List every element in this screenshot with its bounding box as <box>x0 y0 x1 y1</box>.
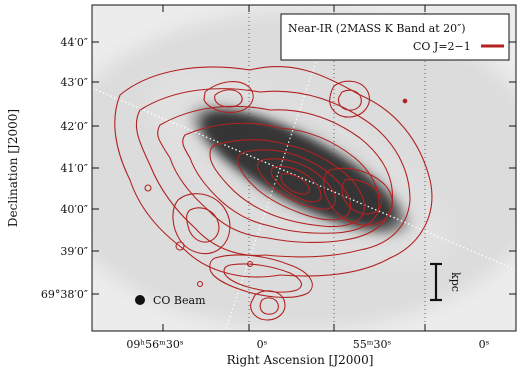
co-contour-3 <box>157 105 394 244</box>
co-contour-east-lobe <box>323 167 393 226</box>
co-contour-west-lobe-inner <box>186 207 220 243</box>
y-axis-title: Declination [J2000] <box>6 109 20 227</box>
co-contour-2 <box>135 88 411 258</box>
co-contour-8 <box>270 165 322 203</box>
co-beam-label: CO Beam <box>153 294 206 307</box>
x-tick-label-55-0: 0ˢ <box>479 338 490 351</box>
co-contour-west-lobe <box>172 193 231 255</box>
co-contour-7 <box>257 158 336 210</box>
x-tick-label-56-0: 0ˢ <box>257 338 268 351</box>
co-contour-south-blob <box>250 290 286 321</box>
legend-co-label: CO J=2−1 <box>413 40 471 53</box>
scale-bar <box>430 262 442 302</box>
legend-box <box>280 13 510 61</box>
co-beam-marker <box>135 295 145 305</box>
co-contour-speck-2 <box>175 241 185 251</box>
co-contour-north-arm <box>203 81 254 113</box>
co-contour-9 <box>280 173 310 195</box>
co-contour-speck-3 <box>196 280 204 288</box>
co-contours <box>114 65 433 321</box>
co-contour-speck-5 <box>246 260 254 268</box>
legend-nir-label: Near-IR (2MASS K Band at 20″) <box>288 22 466 35</box>
y-tick-label-43: 43′0″ <box>60 76 88 89</box>
co-contour-outer <box>114 65 433 278</box>
frame-ticks <box>92 5 516 331</box>
co-contour-5 <box>209 139 365 228</box>
co-contour-4 <box>182 122 380 234</box>
x-tick-label-56-30: 09ʰ56ᵐ30ˢ <box>126 338 183 351</box>
y-tick-label-38: 69°38′0″ <box>41 288 88 301</box>
co-contour-6 <box>237 149 352 221</box>
x-axis-title: Right Ascension [J2000] <box>227 353 374 367</box>
y-tick-label-41: 41′0″ <box>60 162 88 175</box>
co-contour-south-blob-inner <box>259 297 279 315</box>
y-tick-label-39: 39′0″ <box>60 245 88 258</box>
co-contour-ne-blob <box>329 80 370 118</box>
co-contour-south-1 <box>209 254 313 298</box>
y-tick-label-40: 40′0″ <box>60 203 88 216</box>
co-contour-east-lobe-inner <box>341 179 383 215</box>
co-contour-north-arm-inner <box>214 89 243 108</box>
co-contour-speck-1 <box>144 184 152 192</box>
co-contour-speck-4 <box>402 98 408 104</box>
major-axis-line <box>92 87 516 271</box>
y-tick-label-44: 44′0″ <box>60 36 88 49</box>
y-tick-label-42: 42′0″ <box>60 120 88 133</box>
x-tick-label-55-30: 55ᵐ30ˢ <box>353 338 392 351</box>
scale-bar-label: kpc <box>449 272 462 292</box>
co-contour-ne-blob-inner <box>337 89 362 111</box>
near-ir-galaxy-image <box>142 71 458 269</box>
